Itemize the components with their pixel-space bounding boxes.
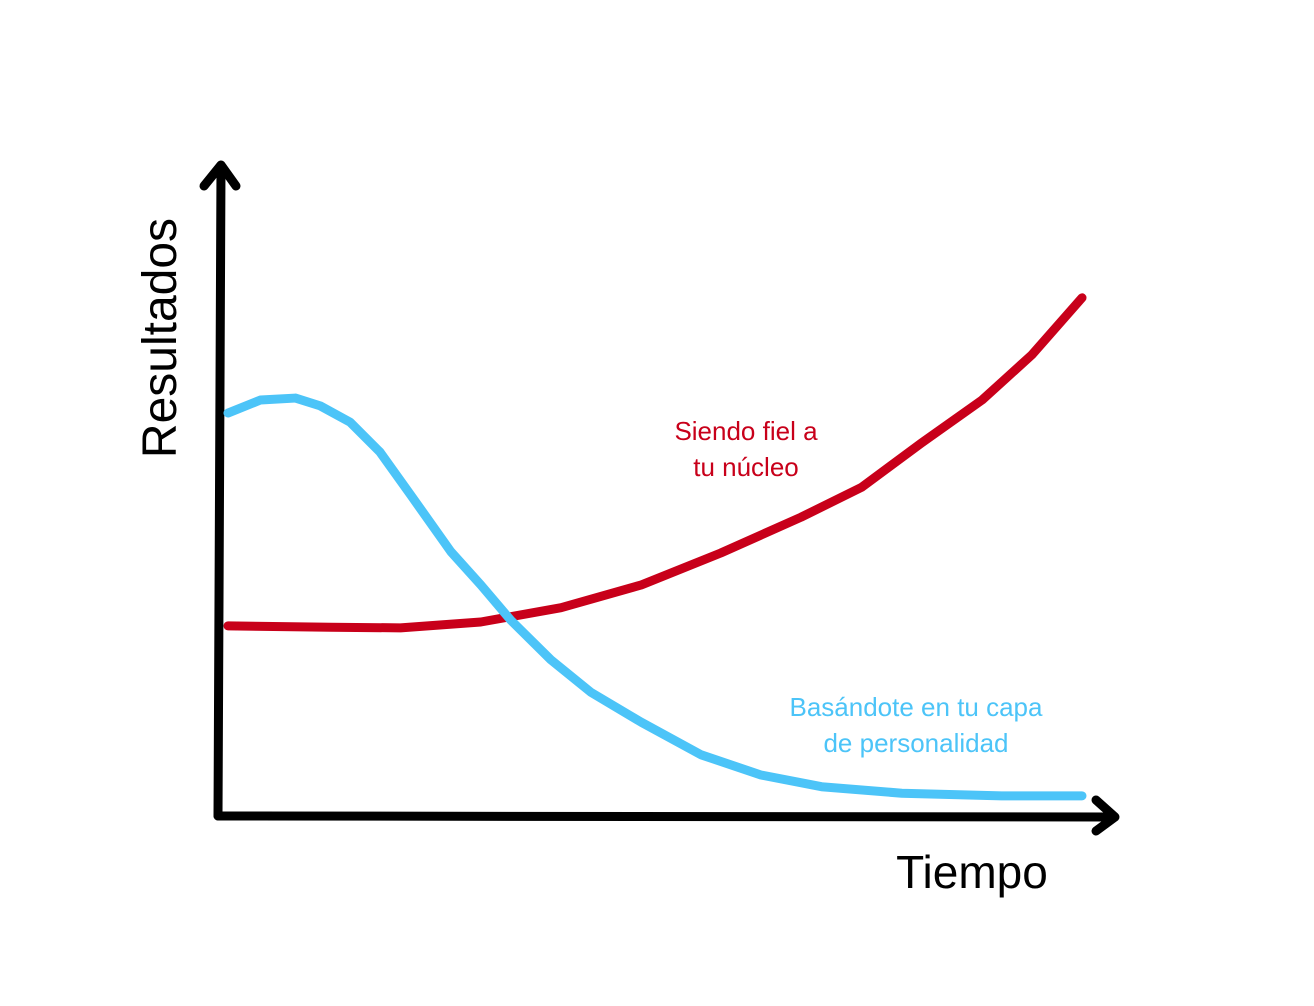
series-label: tu núcleo bbox=[693, 452, 799, 482]
series-label: Siendo fiel a bbox=[674, 416, 818, 446]
x-axis bbox=[213, 811, 1117, 822]
y-axis-title: Resultados bbox=[134, 218, 187, 458]
x-axis-arrow bbox=[1091, 795, 1120, 836]
x-axis-title: Tiempo bbox=[896, 846, 1048, 898]
series-label: de personalidad bbox=[823, 728, 1008, 758]
axes bbox=[199, 160, 1120, 836]
y-axis-arrow bbox=[199, 160, 241, 191]
series-line bbox=[223, 393, 1087, 801]
series-line bbox=[223, 293, 1087, 633]
series-label: Basándote en tu capa bbox=[790, 692, 1044, 722]
y-axis bbox=[213, 163, 226, 821]
